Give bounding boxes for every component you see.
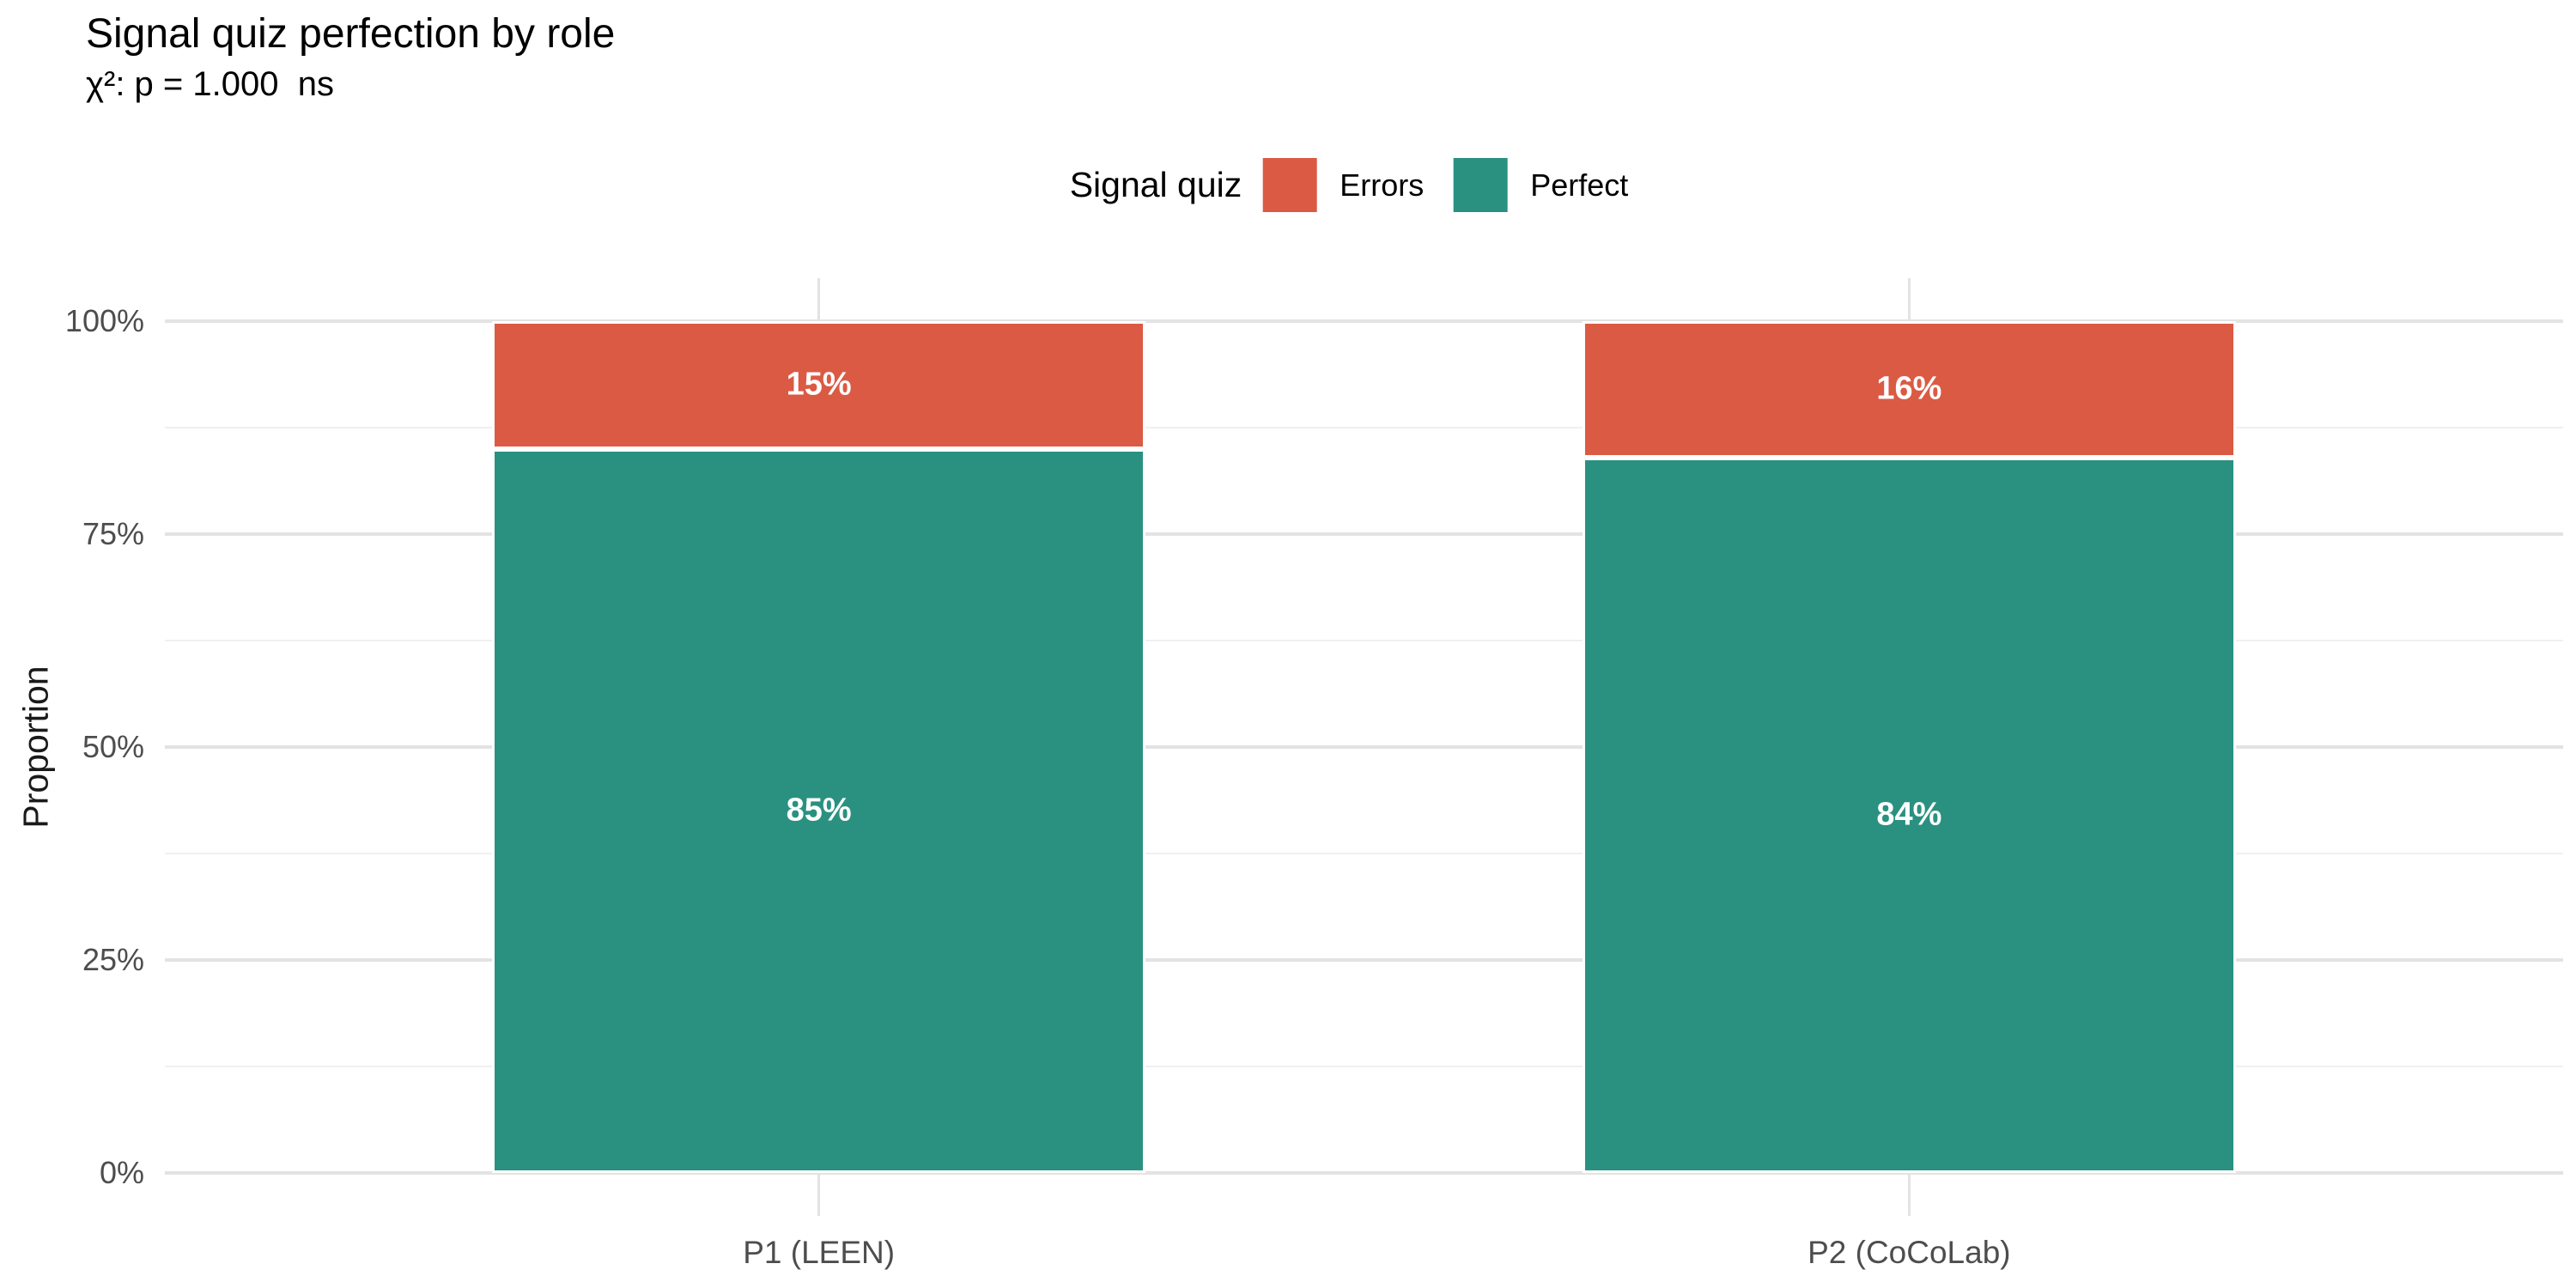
y-tick-label: 75%: [82, 516, 144, 551]
y-tick-label: 50%: [82, 729, 144, 764]
plot-panel: 15% 85% 16% 84%: [165, 278, 2563, 1216]
y-tick-label: 25%: [82, 942, 144, 977]
legend-items: Errors Perfect: [1262, 158, 1657, 212]
major-gridline: [165, 532, 2563, 536]
major-gridline: [165, 958, 2563, 962]
major-gridline: [165, 745, 2563, 749]
major-gridline: [165, 319, 2563, 323]
legend: Signal quiz Errors Perfect: [1070, 158, 1658, 212]
bar-segment-label: 16%: [1876, 370, 1942, 407]
minor-gridline: [165, 427, 2563, 428]
x-category-label: P1 (LEEN): [743, 1235, 896, 1270]
minor-gridline: [165, 853, 2563, 854]
minor-gridline: [165, 1066, 2563, 1067]
bar-segment-label: 84%: [1876, 796, 1942, 833]
bar-segment-label: 15%: [786, 366, 852, 403]
legend-swatch-errors: [1262, 158, 1317, 212]
chart-subtitle: χ²: p = 1.000 ns: [86, 65, 334, 103]
legend-item-label: Errors: [1340, 167, 1425, 203]
legend-item-errors: Errors: [1262, 158, 1424, 212]
legend-item-perfect: Perfect: [1453, 158, 1628, 212]
x-category-label: P2 (CoCoLab): [1807, 1235, 2011, 1270]
bar-segment-perfect: [491, 448, 1146, 1173]
legend-swatch-perfect: [1453, 158, 1508, 212]
minor-gridline: [165, 640, 2563, 641]
bar-segment-perfect: [1582, 457, 2237, 1173]
major-gridline: [165, 1171, 2563, 1175]
legend-title: Signal quiz: [1069, 165, 1242, 204]
y-tick-label: 0%: [99, 1155, 144, 1190]
legend-item-label: Perfect: [1530, 167, 1629, 203]
chart-title: Signal quiz perfection by role: [86, 11, 616, 57]
bar-segment-label: 85%: [786, 792, 852, 829]
y-tick-label: 100%: [64, 303, 144, 338]
bar-segment-errors: [1582, 321, 2237, 458]
bar-segment-errors: [491, 321, 1146, 449]
